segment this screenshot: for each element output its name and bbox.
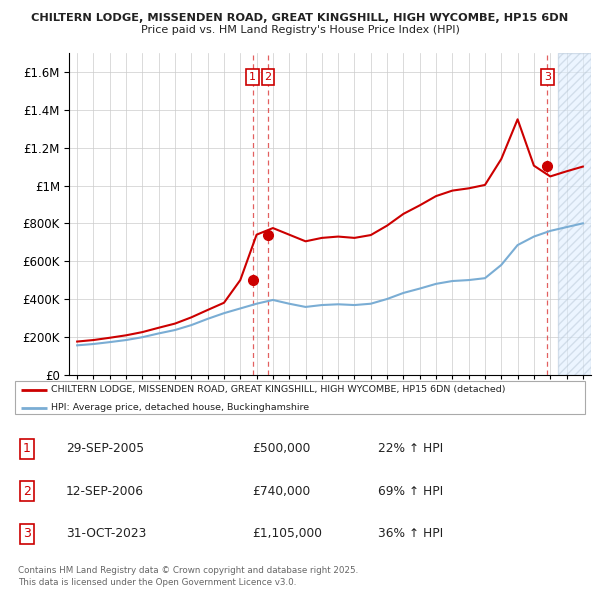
Text: 1: 1 <box>23 442 31 455</box>
Text: 36% ↑ HPI: 36% ↑ HPI <box>378 527 443 540</box>
Text: 3: 3 <box>23 527 31 540</box>
Text: 2: 2 <box>23 485 31 498</box>
Text: 12-SEP-2006: 12-SEP-2006 <box>66 485 144 498</box>
Text: 22% ↑ HPI: 22% ↑ HPI <box>378 442 443 455</box>
Text: 3: 3 <box>544 72 551 82</box>
Text: CHILTERN LODGE, MISSENDEN ROAD, GREAT KINGSHILL, HIGH WYCOMBE, HP15 6DN: CHILTERN LODGE, MISSENDEN ROAD, GREAT KI… <box>31 13 569 23</box>
Text: 31-OCT-2023: 31-OCT-2023 <box>66 527 146 540</box>
Text: This data is licensed under the Open Government Licence v3.0.: This data is licensed under the Open Gov… <box>18 578 296 587</box>
Text: 1: 1 <box>249 72 256 82</box>
Text: 2: 2 <box>265 72 272 82</box>
Text: £500,000: £500,000 <box>252 442 310 455</box>
Text: HPI: Average price, detached house, Buckinghamshire: HPI: Average price, detached house, Buck… <box>51 404 309 412</box>
Bar <box>559 53 591 375</box>
Bar <box>559 53 591 375</box>
Text: Price paid vs. HM Land Registry's House Price Index (HPI): Price paid vs. HM Land Registry's House … <box>140 25 460 35</box>
Text: Contains HM Land Registry data © Crown copyright and database right 2025.: Contains HM Land Registry data © Crown c… <box>18 566 358 575</box>
Text: 29-SEP-2005: 29-SEP-2005 <box>66 442 144 455</box>
Text: CHILTERN LODGE, MISSENDEN ROAD, GREAT KINGSHILL, HIGH WYCOMBE, HP15 6DN (detache: CHILTERN LODGE, MISSENDEN ROAD, GREAT KI… <box>51 385 506 394</box>
FancyBboxPatch shape <box>15 381 585 414</box>
Text: £1,105,000: £1,105,000 <box>252 527 322 540</box>
Text: 69% ↑ HPI: 69% ↑ HPI <box>378 485 443 498</box>
Text: £740,000: £740,000 <box>252 485 310 498</box>
